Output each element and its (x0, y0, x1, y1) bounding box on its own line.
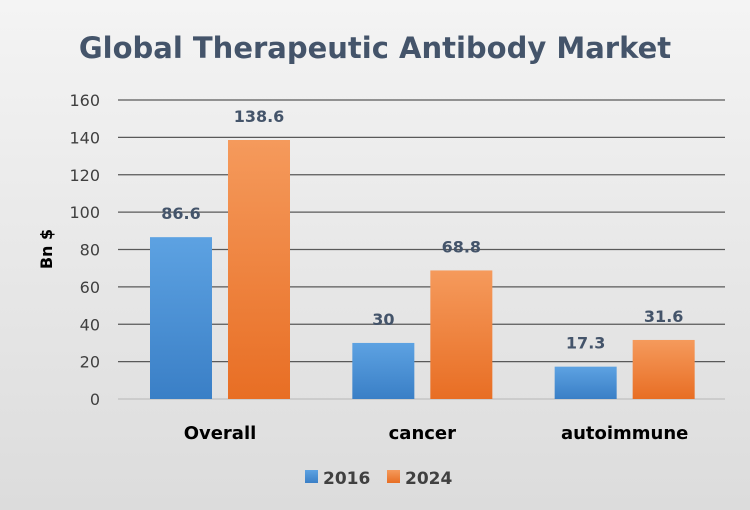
legend: 2016 2024 (305, 469, 452, 489)
y-tick-label: 100 (69, 203, 100, 222)
x-category-label: autoimmune (561, 423, 688, 444)
grid-lines (118, 99, 725, 400)
chart-title: Global Therapeutic Antibody Market (79, 31, 671, 65)
y-tick-label: 60 (80, 278, 100, 297)
x-category-label: cancer (389, 423, 457, 444)
legend-swatch (305, 470, 318, 483)
legend-swatch (387, 470, 400, 483)
bar-2024-Overall (228, 139, 290, 399)
bars (150, 139, 695, 399)
y-tick-label: 120 (69, 166, 100, 185)
bar-2016-autoimmune (554, 366, 617, 399)
y-axis-label: Bn $ (37, 229, 56, 269)
bar-2016-cancer (352, 342, 415, 399)
data-label: 30 (372, 310, 394, 329)
data-label: 68.8 (442, 237, 481, 256)
data-label: 86.6 (161, 204, 200, 223)
bar-2024-autoimmune (632, 339, 695, 399)
y-tick-label: 40 (80, 315, 100, 334)
y-tick-label: 80 (80, 241, 100, 260)
y-tick-label: 140 (69, 128, 100, 147)
y-tick-label: 20 (80, 353, 100, 372)
data-label: 138.6 (234, 107, 285, 126)
data-labels: 86.6 138.6 30 68.8 17.3 31.6 (161, 107, 683, 353)
legend-label: 2024 (405, 469, 452, 489)
legend-label: 2016 (323, 469, 370, 489)
data-label: 31.6 (644, 307, 683, 326)
y-tick-label: 160 (69, 91, 100, 110)
x-axis-categories: Overall cancer autoimmune (184, 423, 689, 444)
x-category-label: Overall (184, 423, 257, 444)
bar-2024-cancer (430, 270, 493, 399)
bar-2016-Overall (150, 237, 212, 399)
y-axis-ticks: 0 20 40 60 80 100 120 140 160 (69, 91, 100, 409)
y-tick-label: 0 (90, 390, 100, 409)
data-label: 17.3 (566, 334, 605, 353)
